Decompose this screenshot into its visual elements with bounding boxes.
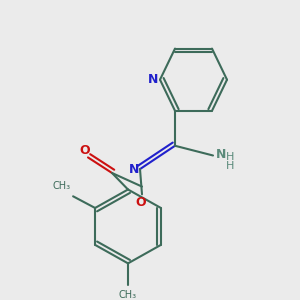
- Text: O: O: [80, 144, 90, 157]
- Text: H: H: [226, 161, 234, 171]
- Text: CH₃: CH₃: [119, 290, 137, 300]
- Text: N: N: [148, 73, 158, 86]
- Text: N: N: [129, 163, 139, 176]
- Text: N: N: [216, 148, 226, 161]
- Text: O: O: [136, 196, 146, 208]
- Text: H: H: [226, 152, 234, 162]
- Text: CH₃: CH₃: [53, 182, 71, 191]
